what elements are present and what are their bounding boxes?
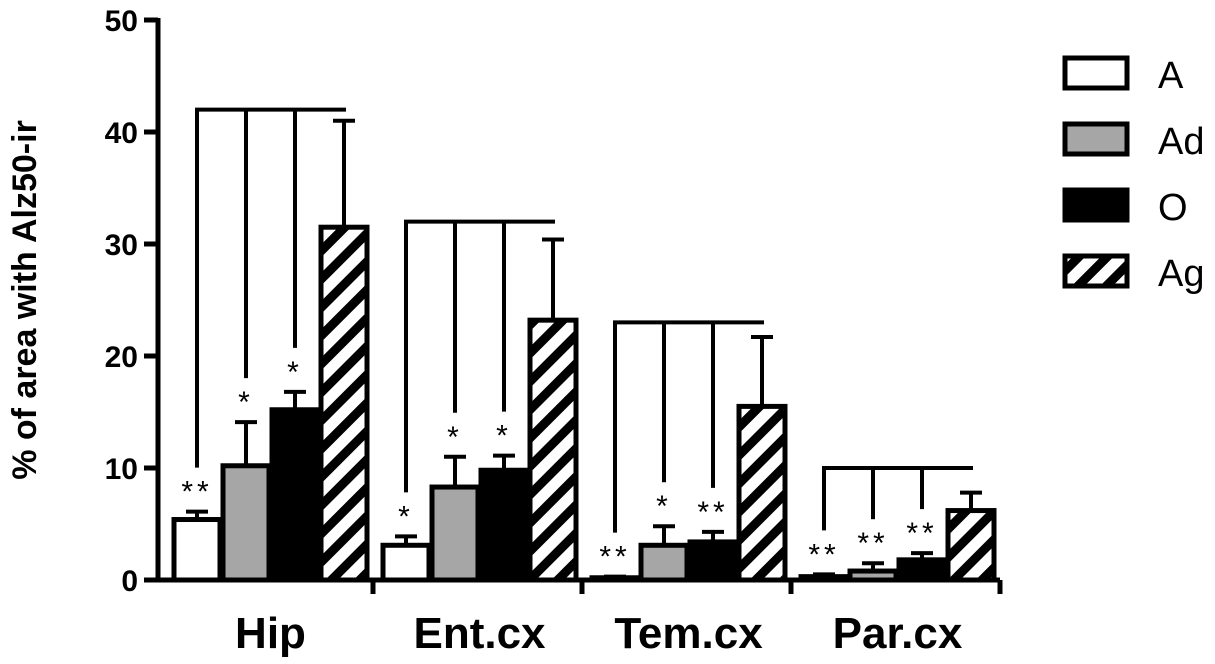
bar-ag [736,403,788,583]
error-bars [186,118,982,579]
significance-mark: * [496,420,512,453]
legend: A Ad O Ag [1062,55,1204,295]
bar-o [687,539,739,583]
legend-swatch-ag [1062,253,1130,289]
category-label: Par.cx [833,609,963,658]
y-tick-label: 50 [105,5,138,38]
legend-swatch-ad [1062,121,1130,157]
legend-label: O [1158,187,1188,229]
y-axis-label: % of area with Alz50-ir [6,120,44,480]
significance-mark: * [656,490,672,523]
legend-label: Ad [1158,121,1204,163]
significance-mark: * [287,356,303,389]
y-tick-label: 30 [105,229,138,262]
y-tick-label: 40 [105,117,138,150]
category-label: Hip [235,609,306,658]
legend-swatch-o [1062,187,1130,223]
category-label: Tem.cx [614,609,763,658]
significance-mark: ** [857,527,888,560]
significance-annotations: ****** **** **** ** ** [181,107,973,574]
bars [171,224,997,583]
significance-mark: ** [181,476,212,509]
bar-o [478,467,530,583]
axes: 0 10 20 30 40 50 Hip Ent.cx Tem.cx Par.cx [105,5,1003,658]
bar-a [798,574,850,583]
y-tick-label: 20 [105,341,138,374]
significance-mark: ** [808,538,839,571]
bar-a [380,542,432,583]
significance-mark: * [398,500,414,533]
bar-ad [638,542,690,583]
y-tick-label: 10 [105,453,138,486]
legend-label: A [1158,55,1184,97]
bar-o [269,407,321,583]
category-label: Ent.cx [413,609,546,658]
bar-a [171,517,223,583]
bar-o [896,557,948,583]
legend-label: Ag [1158,253,1204,295]
significance-mark: * [238,386,254,419]
bar-ad [847,568,899,583]
significance-mark: ** [599,541,630,574]
significance-mark: ** [906,517,937,550]
bar-ag [318,224,370,583]
significance-mark: ** [697,496,728,529]
significance-mark: * [447,421,463,454]
legend-swatch-a [1062,55,1130,91]
bar-ag [945,508,997,583]
bar-ag [527,317,579,583]
bar-ad [220,463,272,583]
y-tick-label: 0 [121,565,138,598]
bar-ad [429,484,481,583]
